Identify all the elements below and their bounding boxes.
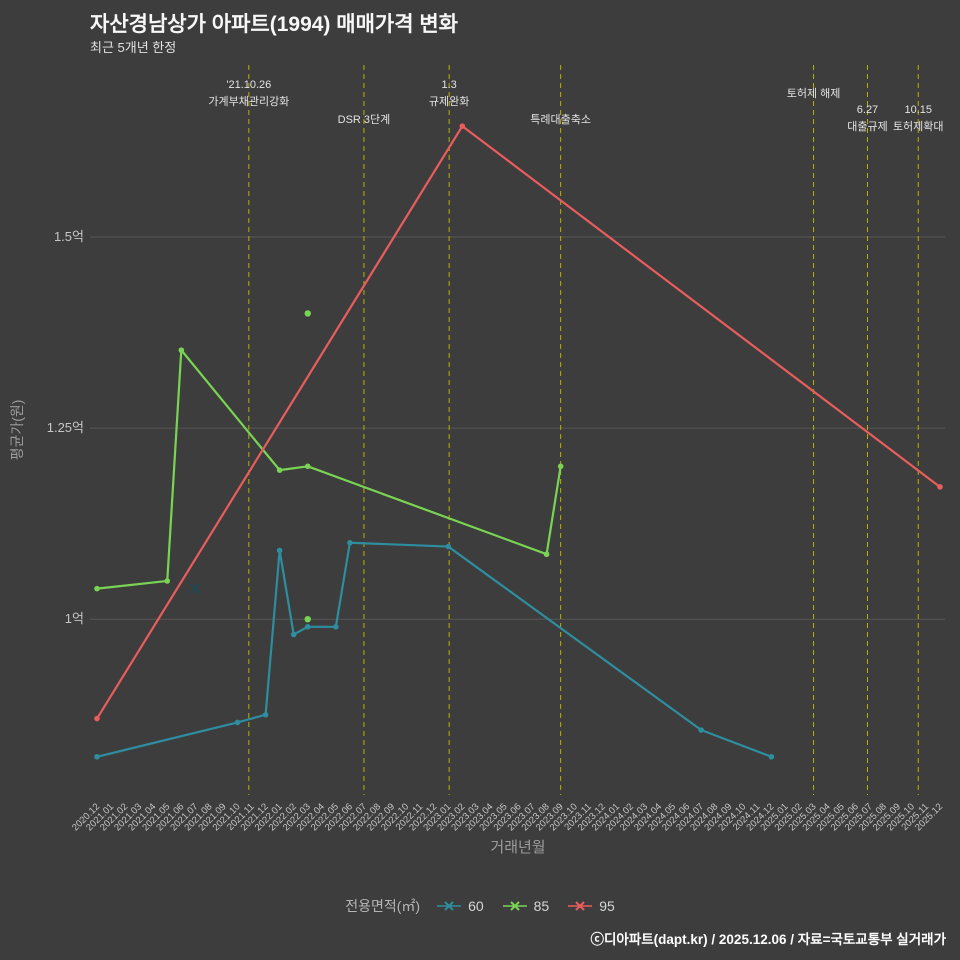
x-axis-label: 거래년월 xyxy=(490,839,545,856)
data-point-85 xyxy=(557,463,564,470)
chart-legend: 전용면적(㎡) 60 85 95 xyxy=(0,893,960,919)
legend-label-85: 85 xyxy=(533,898,550,914)
y-axis-label: 평균가(원) xyxy=(9,400,25,461)
source-credit: ⓒ디아파트(dapt.kr) / 2025.12.06 / 자료=국토교통부 실… xyxy=(590,932,946,947)
data-point-60 xyxy=(94,753,100,760)
outlier-x-marker-60 xyxy=(190,583,201,594)
legend-label-95: 95 xyxy=(599,898,615,914)
data-point-60 xyxy=(768,753,775,760)
data-point-60 xyxy=(276,547,283,554)
data-point-60 xyxy=(333,624,339,630)
page-title: 자산경남상가 아파트(1994) 매매가격 변화 xyxy=(90,13,459,36)
event-label: '21.10.26 xyxy=(226,79,271,91)
legend-title: 전용면적(㎡) xyxy=(345,898,421,914)
event-label: 가계부채관리강화 xyxy=(208,95,289,108)
y-tick-label: 1.25억 xyxy=(47,420,84,435)
legend-line-x-marker xyxy=(568,901,593,911)
event-label: 규제완화 xyxy=(429,95,469,108)
data-point-95 xyxy=(459,123,466,129)
y-tick-label: 1.5억 xyxy=(54,229,84,244)
data-point-60 xyxy=(347,539,353,546)
outlier-point-85 xyxy=(304,310,311,317)
data-point-95 xyxy=(937,484,943,490)
y-tick-label: 1억 xyxy=(65,611,84,626)
data-point-85 xyxy=(276,467,283,473)
event-label: DSR 3단계 xyxy=(338,113,391,126)
event-label: 특례대출축소 xyxy=(530,113,591,126)
data-point-95 xyxy=(94,715,100,722)
data-point-85 xyxy=(164,578,171,584)
event-label: 토허제 해제 xyxy=(787,86,841,100)
data-point-60 xyxy=(304,624,311,630)
event-label: 대출규제 xyxy=(847,120,887,133)
data-point-85 xyxy=(543,551,550,558)
legend-item-95: 95 xyxy=(567,898,615,914)
page-subtitle: 최근 5개년 한정 xyxy=(90,40,177,55)
series-line-85 xyxy=(95,349,562,590)
series-line-60 xyxy=(95,541,773,758)
data-point-60 xyxy=(262,711,269,718)
legend-line-x-marker xyxy=(437,901,462,911)
data-point-60 xyxy=(445,543,452,550)
outlier-point-85 xyxy=(304,615,311,623)
data-point-85 xyxy=(304,463,311,470)
data-point-60 xyxy=(290,631,297,638)
data-point-85 xyxy=(178,347,185,353)
legend-item-85: 85 xyxy=(502,898,550,914)
data-point-60 xyxy=(698,727,704,733)
legend-label-60: 60 xyxy=(468,898,484,914)
event-label: 토허제확대 xyxy=(893,120,944,133)
event-label: 6.27 xyxy=(857,104,878,116)
legend-line-x-marker xyxy=(502,901,527,911)
legend-items: 60 85 95 xyxy=(436,898,615,914)
data-point-60 xyxy=(234,719,241,726)
event-label: 1.3 xyxy=(442,79,457,91)
legend-item-60: 60 xyxy=(436,898,484,914)
data-point-85 xyxy=(94,585,100,592)
event-label: 10.15 xyxy=(904,104,932,116)
series-line-95 xyxy=(95,125,942,720)
